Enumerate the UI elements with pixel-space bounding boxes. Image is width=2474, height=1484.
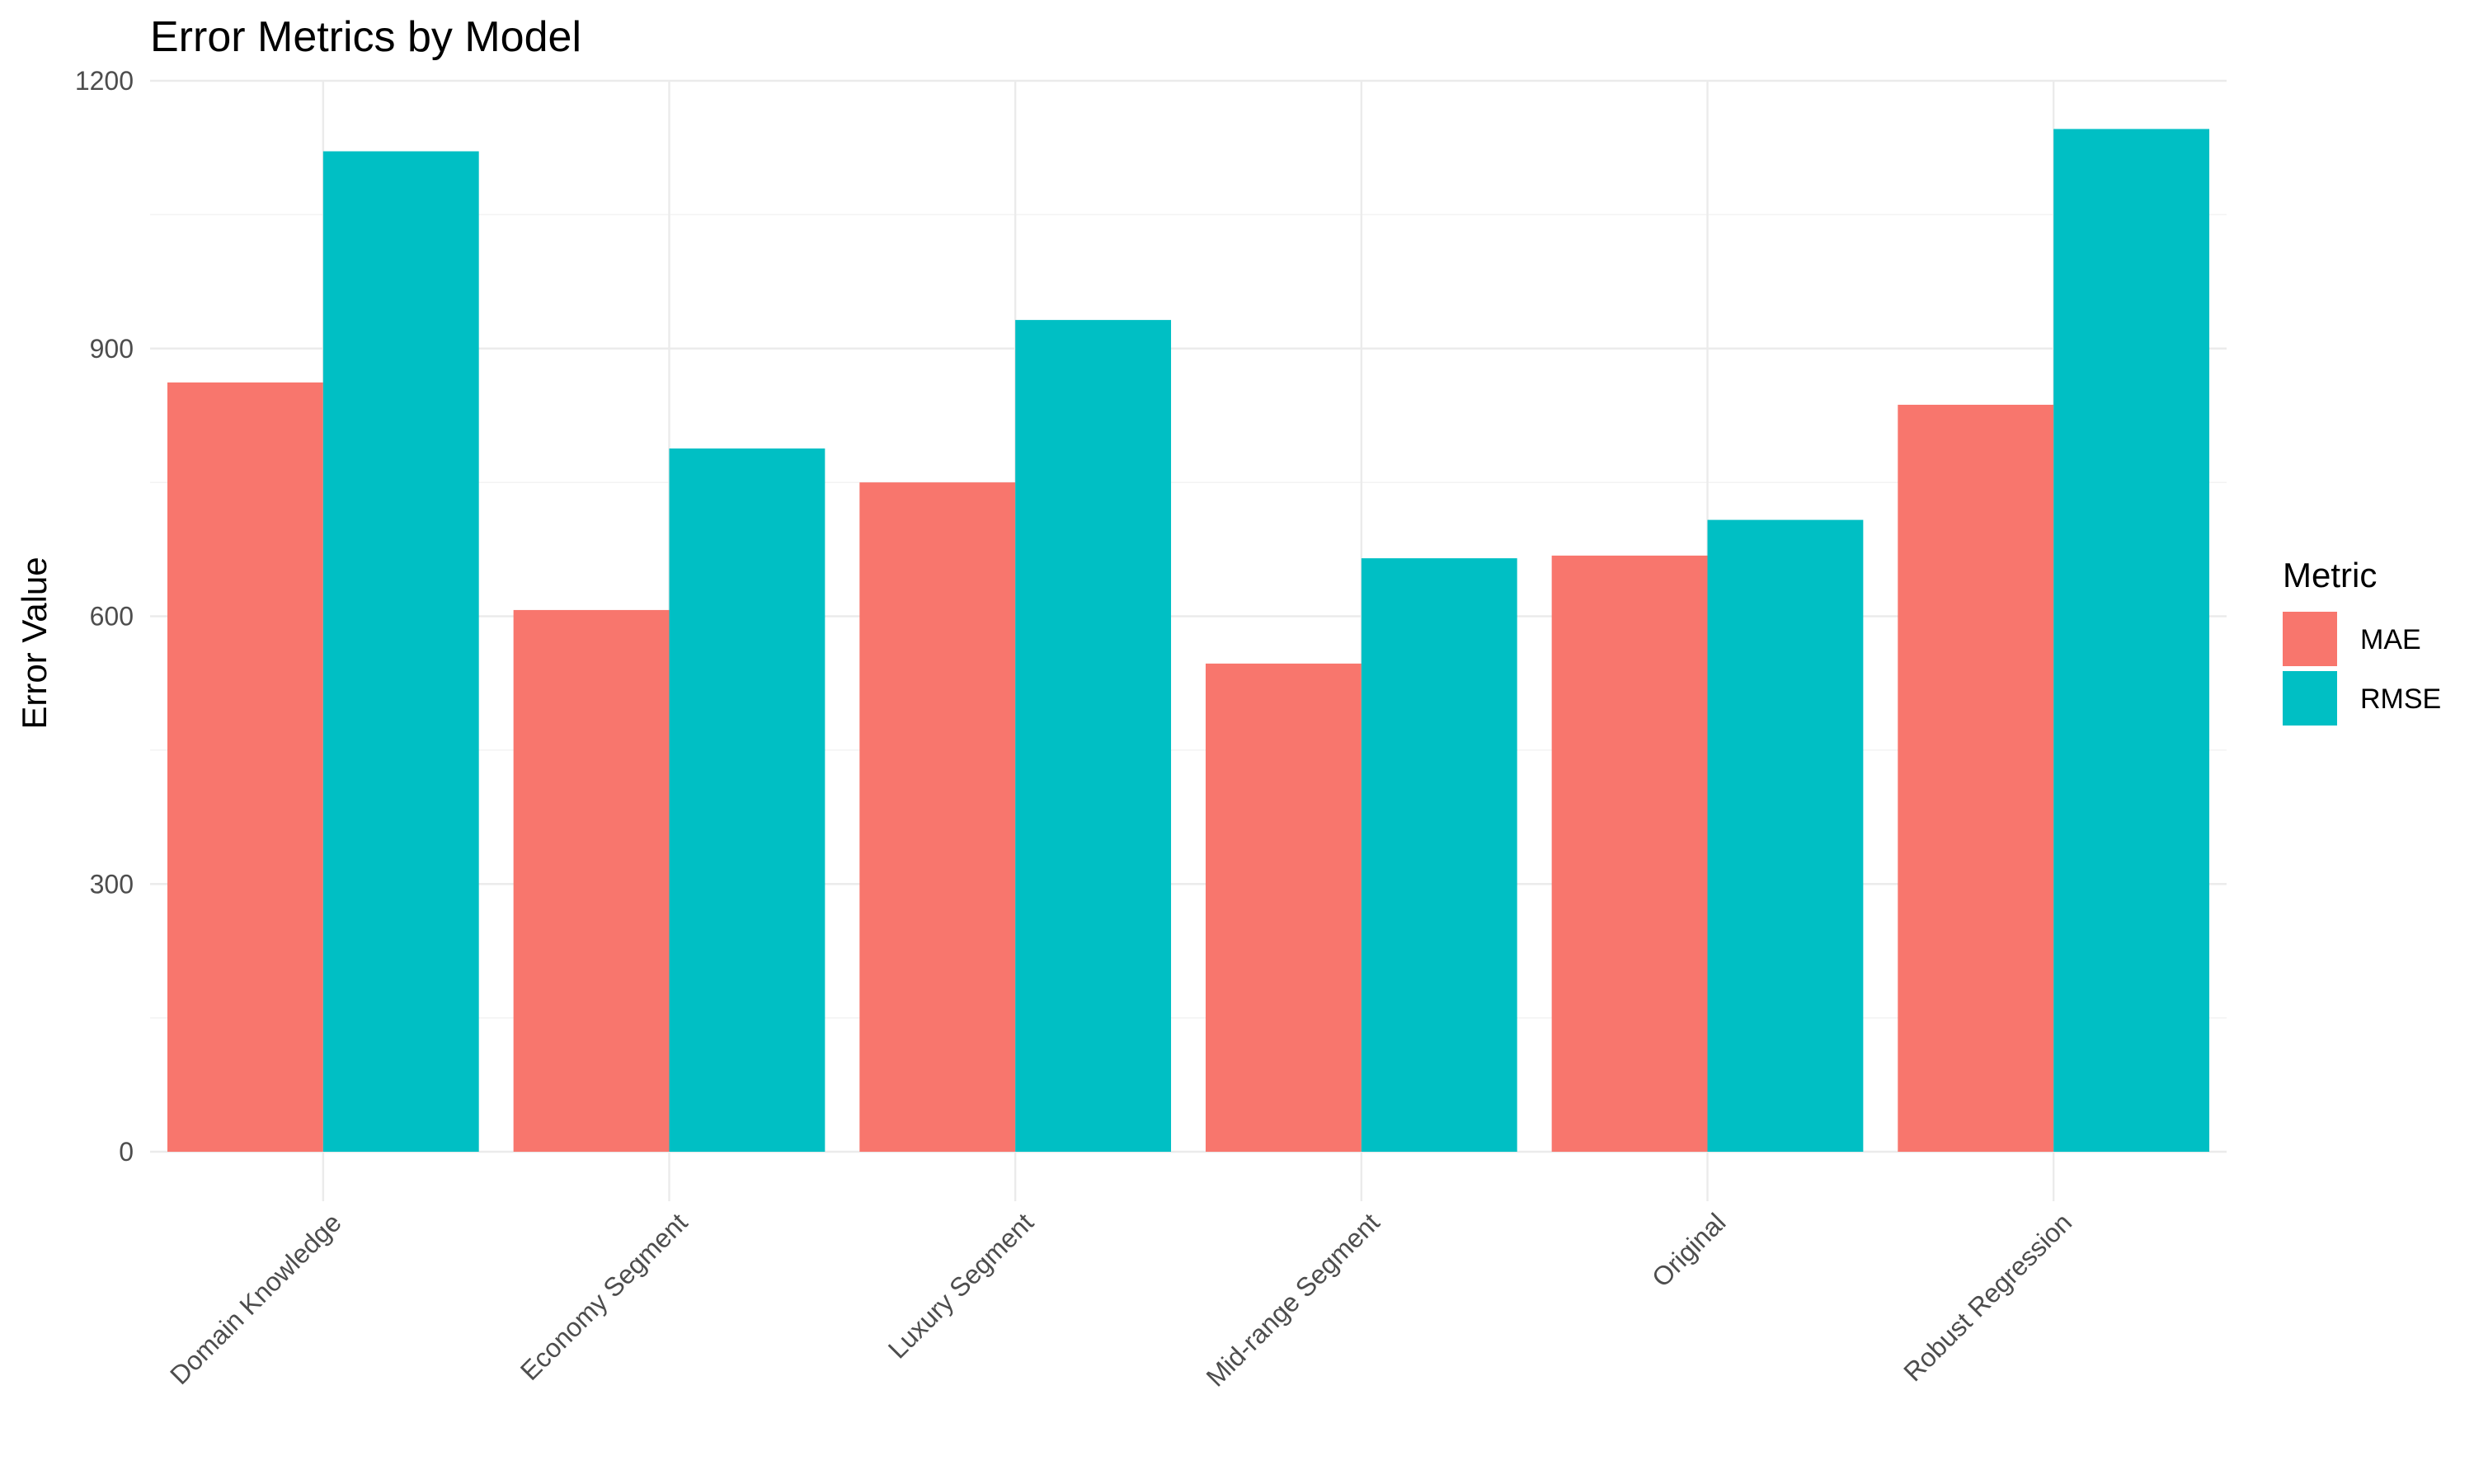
legend-title: Metric (2283, 556, 2377, 594)
legend-swatch-mae (2283, 612, 2337, 666)
bar-rmse (1361, 558, 1517, 1152)
bar-mae (1898, 404, 2054, 1152)
y-tick-label: 900 (90, 334, 134, 364)
legend-swatch-rmse (2283, 671, 2337, 726)
x-tick-label: Mid-range Segment (1201, 1207, 1385, 1392)
x-tick-label: Economy Segment (515, 1207, 694, 1386)
legend: Metric MAE RMSE (2283, 556, 2441, 726)
y-tick-label: 300 (90, 869, 134, 899)
bars (167, 129, 2210, 1153)
x-tick-label: Original (1646, 1207, 1731, 1292)
x-tick-label: Luxury Segment (882, 1207, 1039, 1364)
legend-items: MAE RMSE (2283, 612, 2441, 726)
bar-rmse (669, 448, 825, 1152)
x-tick-label: Domain Knowledge (164, 1207, 347, 1390)
bar-mae (513, 609, 670, 1152)
y-axis-ticks: 0 300 600 900 1200 (75, 66, 134, 1167)
bar-mae (1205, 663, 1362, 1152)
bar-mae (1551, 555, 1708, 1152)
y-tick-label: 0 (119, 1137, 134, 1167)
y-axis-title: Error Value (15, 556, 54, 729)
bar-rmse (322, 151, 479, 1153)
y-tick-label: 1200 (75, 66, 134, 96)
chart-title: Error Metrics by Model (150, 13, 581, 61)
bar-mae (167, 382, 323, 1152)
legend-label-mae: MAE (2360, 624, 2421, 655)
legend-label-rmse: RMSE (2360, 683, 2441, 715)
x-axis-ticks: Domain Knowledge Economy Segment Luxury Se… (164, 1207, 2077, 1392)
bar-rmse (1707, 519, 1864, 1152)
bar-mae (859, 482, 1016, 1152)
bar-rmse (2053, 129, 2210, 1153)
y-tick-label: 600 (90, 602, 134, 632)
bar-rmse (1015, 320, 1172, 1152)
x-tick-label: Robust Regression (1898, 1207, 2077, 1387)
